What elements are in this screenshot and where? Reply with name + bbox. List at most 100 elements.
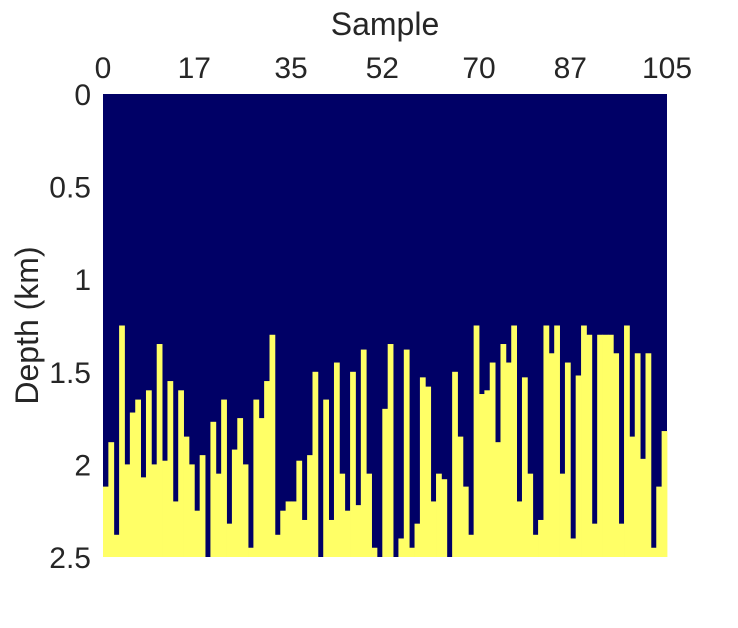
fill-column xyxy=(591,523,598,557)
fill-column xyxy=(581,325,587,557)
fill-column xyxy=(650,547,657,557)
y-tick-label: 2 xyxy=(74,449,91,482)
fill-column xyxy=(328,519,335,557)
fill-column xyxy=(178,390,184,557)
fill-column xyxy=(430,501,437,557)
fill-column xyxy=(285,501,292,557)
fill-column xyxy=(532,534,539,557)
fill-column xyxy=(398,538,405,557)
fill-column xyxy=(296,460,303,557)
x-tick-label: 52 xyxy=(366,52,399,85)
fill-column xyxy=(307,455,313,557)
fill-column xyxy=(409,547,415,557)
fill-column xyxy=(452,371,458,557)
fill-column xyxy=(210,421,217,557)
fill-column xyxy=(479,394,485,557)
fill-column xyxy=(419,377,426,557)
fill-column xyxy=(237,418,244,557)
fill-column xyxy=(597,334,603,557)
x-tick-label: 0 xyxy=(95,52,112,85)
fill-column xyxy=(538,519,544,557)
x-tick-label: 35 xyxy=(274,52,307,85)
fill-column xyxy=(360,349,367,557)
fill-column xyxy=(350,371,356,557)
fill-column xyxy=(564,362,571,557)
y-tick-label: 0.5 xyxy=(49,172,91,205)
fill-column xyxy=(264,381,270,557)
y-tick-label: 1 xyxy=(74,264,91,297)
fill-column xyxy=(624,325,630,557)
fill-column xyxy=(113,534,120,557)
fill-column xyxy=(484,390,491,557)
fill-column xyxy=(468,534,475,557)
fill-column xyxy=(613,353,620,557)
y-tick-label: 2.5 xyxy=(49,542,91,575)
fill-column xyxy=(162,460,168,557)
fill-column xyxy=(618,523,625,557)
fill-column xyxy=(274,534,281,557)
x-tick-labels: 0 17 35 52 70 87 105 xyxy=(95,52,692,85)
fill-column xyxy=(253,399,260,557)
fill-column xyxy=(124,464,131,557)
fill-column xyxy=(607,334,614,557)
fill-column xyxy=(167,381,174,557)
fill-column xyxy=(629,436,636,557)
fill-column xyxy=(140,477,147,557)
fill-column xyxy=(371,547,378,557)
fill-column xyxy=(333,362,340,557)
fill-column xyxy=(500,344,507,557)
fill-column xyxy=(516,501,523,557)
fill-column xyxy=(543,325,550,557)
fill-column xyxy=(441,479,448,557)
fill-column xyxy=(495,442,501,557)
fill-column xyxy=(194,510,201,557)
fill-column xyxy=(457,436,464,557)
fill-column xyxy=(527,473,534,557)
fill-column xyxy=(339,473,346,557)
fill-column xyxy=(301,519,308,557)
fill-column xyxy=(135,399,141,557)
fill-column xyxy=(382,408,389,557)
y-tick-label: 1.5 xyxy=(49,357,91,390)
fill-column xyxy=(119,325,125,557)
fill-column xyxy=(511,325,517,557)
fill-column xyxy=(269,334,276,557)
fill-column xyxy=(634,353,641,557)
fill-column xyxy=(473,325,480,557)
fill-column xyxy=(323,399,329,557)
fill-column xyxy=(312,371,319,557)
fill-column xyxy=(242,464,249,557)
fill-column xyxy=(661,431,668,557)
x-tick-label: 87 xyxy=(554,52,587,85)
fill-column xyxy=(462,486,469,557)
fill-column xyxy=(425,386,432,557)
fill-column xyxy=(403,349,410,557)
fill-column xyxy=(188,464,195,557)
fill-column xyxy=(151,464,158,557)
fill-column xyxy=(183,436,190,557)
x-tick-label: 17 xyxy=(178,52,211,85)
fill-column xyxy=(505,362,512,557)
fill-column xyxy=(291,501,297,557)
fill-column xyxy=(570,538,577,557)
fill-column xyxy=(108,442,115,557)
x-axis-title: Sample xyxy=(331,6,440,42)
fill-column xyxy=(258,418,265,557)
fill-column xyxy=(172,501,179,557)
fill-column xyxy=(145,390,152,557)
fill-column xyxy=(640,458,646,557)
plot-area xyxy=(103,94,668,557)
fill-column xyxy=(656,486,663,557)
fill-column xyxy=(156,344,163,557)
fill-column xyxy=(387,344,394,557)
fill-column xyxy=(559,473,566,557)
x-tick-label: 70 xyxy=(462,52,495,85)
y-tick-labels: 0 0.5 1 1.5 2 2.5 xyxy=(49,79,91,575)
fill-column xyxy=(436,473,442,557)
y-tick-label: 0 xyxy=(74,79,91,112)
fill-column xyxy=(129,412,136,557)
fill-column xyxy=(554,325,560,557)
fill-column xyxy=(103,486,109,557)
fill-column xyxy=(575,375,582,557)
